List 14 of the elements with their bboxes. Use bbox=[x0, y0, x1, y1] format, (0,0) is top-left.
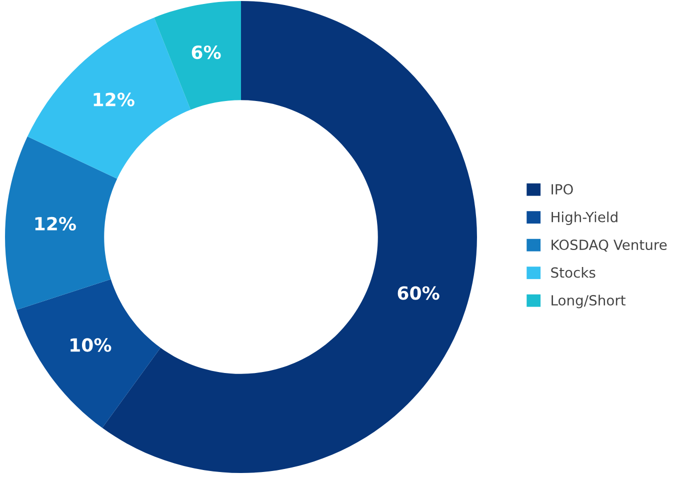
donut-slice bbox=[154, 1, 241, 110]
legend-label: Stocks bbox=[551, 267, 596, 278]
donut-slice bbox=[16, 279, 161, 428]
legend-label: Long/Short bbox=[552, 294, 626, 308]
donut-slice bbox=[27, 18, 191, 179]
legend-label: High-Yield bbox=[552, 212, 618, 225]
donut-slice bbox=[5, 136, 118, 310]
data-label: 6% bbox=[192, 45, 221, 60]
legend-label: IPO bbox=[552, 184, 573, 195]
legend-label: KOSDAQ Venture bbox=[552, 240, 667, 252]
data-label: 60% bbox=[398, 286, 440, 300]
data-label: 10% bbox=[70, 338, 112, 352]
data-label: 12% bbox=[94, 92, 134, 106]
data-label: 12% bbox=[35, 216, 76, 231]
